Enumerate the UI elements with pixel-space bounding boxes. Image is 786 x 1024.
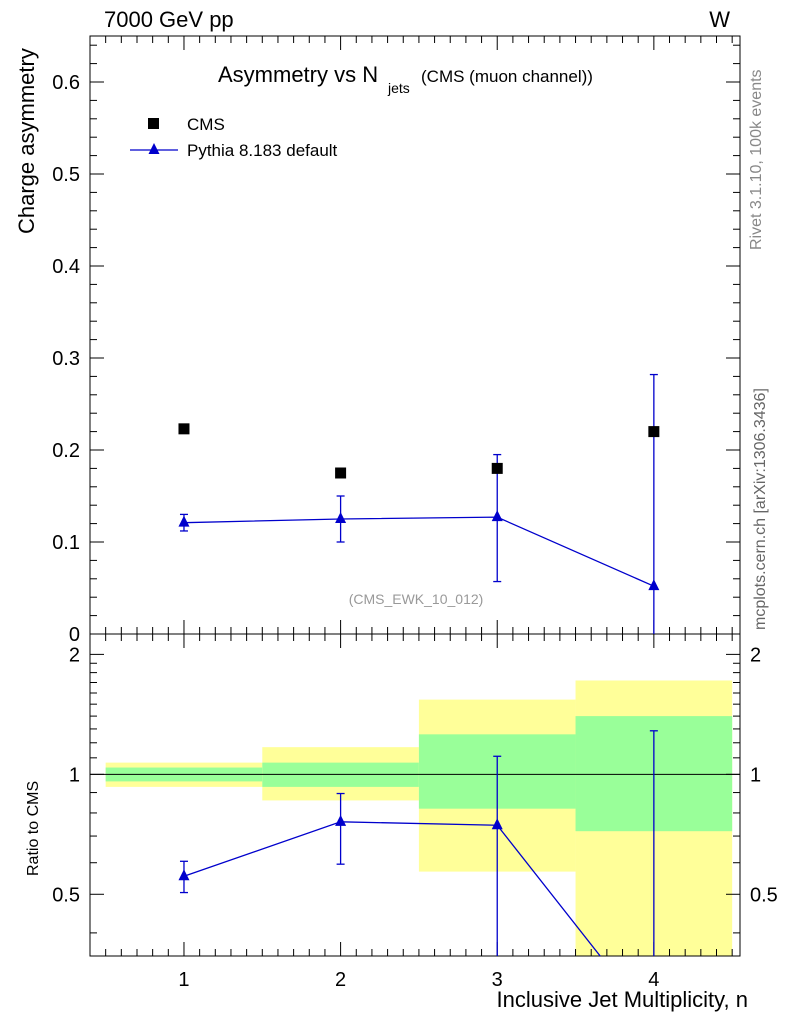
plot-title-suffix: (CMS (muon channel)) [421, 67, 593, 86]
main-plot-data [178, 373, 660, 634]
ratio-pythia-line [183, 821, 601, 956]
legend-cms-label: CMS [187, 115, 225, 134]
pythia-point [648, 579, 660, 591]
cms-point [178, 423, 190, 435]
ratio-pythia-point [178, 869, 190, 881]
ratio-y-tick-label-left: 2 [69, 644, 80, 666]
plot-title-main: Asymmetry vs N [218, 62, 378, 87]
y-tick-label: 0.5 [52, 164, 80, 186]
pythia-point [335, 512, 347, 523]
y-tick-label: 0.3 [52, 348, 80, 370]
ratio-y-axis-label: Ratio to CMS [25, 781, 42, 876]
ratio-y-tick-label-right: 1 [750, 764, 761, 786]
legend-cms-marker [148, 118, 159, 129]
axis-ticks: 1 2 3 4 0 0.1 0.2 0.3 0.4 0.5 0.6 0.5 0.5 1 1 2 2 [52, 36, 778, 991]
ratio-plot-data [178, 730, 659, 1024]
ratio-pythia-point [335, 814, 347, 826]
ratio-pythia-point [491, 818, 503, 830]
ratio-y-tick-label-right: 2 [750, 644, 761, 666]
ratio-bands [90, 680, 740, 956]
y-tick-label: 0.4 [52, 256, 80, 278]
energy-label: 7000 GeV pp [104, 7, 234, 32]
analysis-label: (CMS_EWK_10_012) [349, 591, 484, 607]
rivet-label: Rivet 3.1.10, 100k events [748, 69, 765, 250]
x-tick-label: 3 [492, 969, 503, 991]
y-tick-label: 0 [69, 624, 80, 646]
plot-title: Asymmetry vs N [218, 62, 378, 87]
ratio-y-tick-label-right: 0.5 [750, 884, 778, 906]
pythia-line [183, 516, 655, 587]
pythia-point [178, 515, 190, 527]
pythia-point [491, 510, 503, 522]
x-tick-label: 2 [335, 969, 346, 991]
y-tick-label: 0.6 [52, 72, 80, 94]
cms-point [335, 467, 347, 479]
legend-pythia-label: Pythia 8.183 default [187, 141, 338, 160]
x-tick-label: 1 [178, 969, 189, 991]
y-axis-label: Charge asymmetry [14, 48, 39, 234]
legend-pythia-marker [148, 143, 160, 154]
cms-point [648, 426, 660, 438]
y-tick-label: 0.1 [52, 532, 80, 554]
process-label: W [709, 7, 730, 32]
cms-point [491, 462, 503, 474]
ratio-plot-frame [89, 633, 741, 957]
plot-title-subscript: jets [387, 80, 410, 96]
x-tick-label: 4 [648, 969, 659, 991]
ratio-y-tick-label-left: 0.5 [52, 884, 80, 906]
ratio-y-tick-label-left: 1 [69, 764, 80, 786]
mcplots-label: mcplots.cern.ch [arXiv:1306.3436] [752, 388, 769, 630]
y-tick-label: 0.2 [52, 440, 80, 462]
ratio-pythia-point [648, 1017, 659, 1024]
x-axis-label: Inclusive Jet Multiplicity, n [497, 987, 748, 1012]
